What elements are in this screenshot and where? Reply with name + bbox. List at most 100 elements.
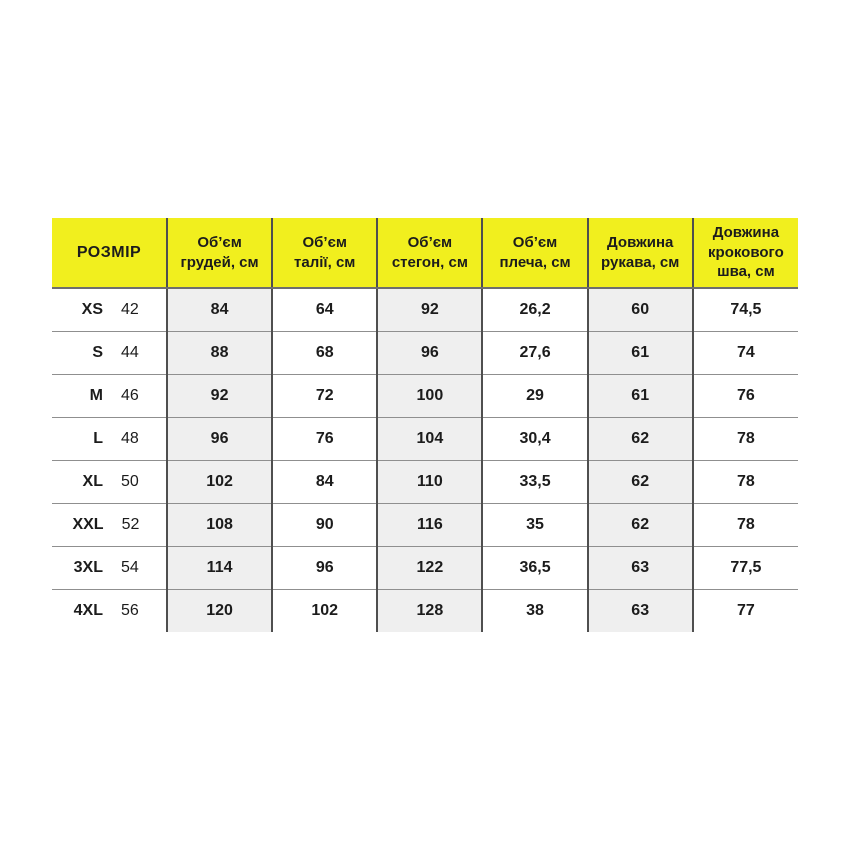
- value-cell: 38: [481, 588, 588, 632]
- size-pair: S 44: [56, 344, 162, 362]
- value-cell: 104: [376, 416, 483, 460]
- value-cell: 78: [691, 416, 798, 460]
- table-row: S 44 88 68 96 27,6 61 74: [52, 330, 798, 374]
- size-number: 54: [121, 558, 139, 576]
- size-number: 50: [121, 472, 139, 490]
- value-cell: 96: [165, 416, 273, 460]
- value-cell: 68: [271, 330, 378, 374]
- header-cell: Довжина рукава, см: [586, 218, 693, 289]
- header-cell: Об’єм стегон, см: [376, 218, 483, 289]
- table-row: XXL 52 108 90 116 35 62 78: [52, 502, 798, 546]
- size-table-head: РОЗМІР Об’єм грудей, см Об’єм талії, см Об’…: [52, 218, 798, 289]
- value-cell: 72: [271, 373, 378, 417]
- header-cell: Об’єм грудей, см: [165, 218, 273, 289]
- table-row: XL 50 102 84 110 33,5 62 78: [52, 459, 798, 503]
- size-label: S: [92, 343, 103, 361]
- value-cell: 122: [376, 545, 483, 589]
- size-label: M: [89, 386, 103, 404]
- size-chart-table: РОЗМІР Об’єм грудей, см Об’єм талії, см Об’…: [52, 218, 798, 632]
- value-cell: 116: [376, 502, 483, 546]
- size-cell: XXL 52: [52, 502, 167, 546]
- size-cell: 4XL 56: [52, 588, 167, 632]
- header-cell: Об’єм талії, см: [271, 218, 378, 289]
- size-pair: 3XL 54: [56, 559, 162, 577]
- size-number: 52: [121, 515, 140, 533]
- size-label: XS: [81, 300, 103, 318]
- value-cell: 27,6: [481, 330, 588, 374]
- value-cell: 114: [165, 545, 273, 589]
- size-pair: XXL 52: [56, 516, 162, 534]
- value-cell: 77,5: [691, 545, 798, 589]
- size-cell: S 44: [52, 330, 167, 374]
- size-number: 42: [121, 300, 139, 318]
- value-cell: 128: [376, 588, 483, 632]
- value-cell: 92: [376, 288, 483, 331]
- table-row: M 46 92 72 100 29 61 76: [52, 373, 798, 417]
- value-cell: 102: [271, 588, 378, 632]
- header-row: РОЗМІР Об’єм грудей, см Об’єм талії, см Об’…: [52, 218, 798, 289]
- table-row: L 48 96 76 104 30,4 62 78: [52, 416, 798, 460]
- size-cell: M 46: [52, 373, 167, 417]
- value-cell: 76: [271, 416, 378, 460]
- size-number: 44: [121, 343, 139, 361]
- value-cell: 74,5: [691, 288, 798, 331]
- header-cell-size: РОЗМІР: [52, 218, 167, 289]
- size-number: 56: [121, 601, 139, 619]
- size-label: 3XL: [73, 558, 103, 576]
- value-cell: 60: [586, 288, 693, 331]
- value-cell: 77: [691, 588, 798, 632]
- value-cell: 92: [165, 373, 273, 417]
- value-cell: 84: [271, 459, 378, 503]
- value-cell: 62: [586, 459, 693, 503]
- value-cell: 29: [481, 373, 588, 417]
- size-number: 48: [121, 429, 139, 447]
- size-table-body: XS 42 84 64 92 26,2 60 74,5 S 44 88 68 96 27,6 61 74 M 46…: [52, 288, 798, 632]
- size-pair: L 48: [56, 430, 162, 448]
- value-cell: 76: [691, 373, 798, 417]
- size-pair: M 46: [56, 387, 162, 405]
- size-label: XXL: [72, 515, 104, 533]
- value-cell: 110: [376, 459, 483, 503]
- value-cell: 90: [271, 502, 378, 546]
- value-cell: 120: [165, 588, 273, 632]
- size-pair: XL 50: [56, 473, 162, 491]
- value-cell: 96: [271, 545, 378, 589]
- header-cell: Об’єм плеча, см: [481, 218, 588, 289]
- value-cell: 96: [376, 330, 483, 374]
- value-cell: 63: [586, 588, 693, 632]
- value-cell: 84: [165, 288, 273, 331]
- value-cell: 33,5: [481, 459, 588, 503]
- header-cell: Довжина крокового шва, см: [691, 218, 798, 289]
- size-label: 4XL: [73, 601, 103, 619]
- size-cell: XS 42: [52, 288, 167, 331]
- size-label: XL: [82, 472, 103, 490]
- value-cell: 63: [586, 545, 693, 589]
- size-label: L: [93, 429, 103, 447]
- value-cell: 64: [271, 288, 378, 331]
- size-table: РОЗМІР Об’єм грудей, см Об’єм талії, см Об’…: [52, 218, 798, 632]
- size-pair: XS 42: [56, 301, 162, 319]
- value-cell: 78: [691, 459, 798, 503]
- value-cell: 100: [376, 373, 483, 417]
- value-cell: 61: [586, 373, 693, 417]
- size-cell: L 48: [52, 416, 167, 460]
- value-cell: 62: [586, 416, 693, 460]
- value-cell: 62: [586, 502, 693, 546]
- value-cell: 61: [586, 330, 693, 374]
- value-cell: 102: [165, 459, 273, 503]
- size-cell: 3XL 54: [52, 545, 167, 589]
- value-cell: 35: [481, 502, 588, 546]
- value-cell: 108: [165, 502, 273, 546]
- table-row: 4XL 56 120 102 128 38 63 77: [52, 588, 798, 632]
- value-cell: 26,2: [481, 288, 588, 331]
- table-row: 3XL 54 114 96 122 36,5 63 77,5: [52, 545, 798, 589]
- value-cell: 36,5: [481, 545, 588, 589]
- value-cell: 30,4: [481, 416, 588, 460]
- value-cell: 78: [691, 502, 798, 546]
- value-cell: 88: [165, 330, 273, 374]
- size-cell: XL 50: [52, 459, 167, 503]
- value-cell: 74: [691, 330, 798, 374]
- size-number: 46: [121, 386, 139, 404]
- size-pair: 4XL 56: [56, 602, 162, 620]
